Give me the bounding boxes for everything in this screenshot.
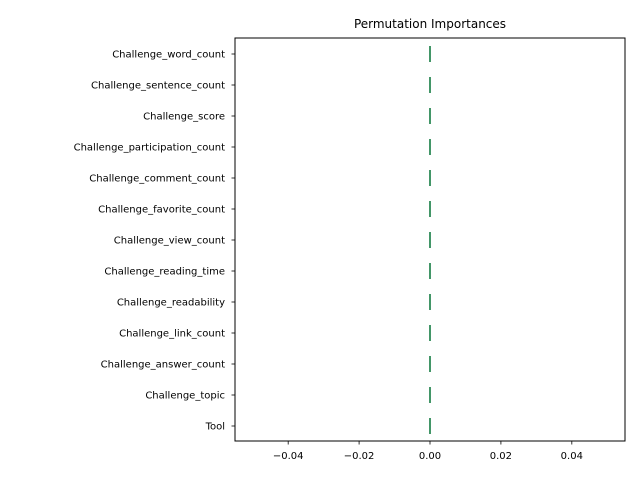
y-axis: Challenge_word_count Challenge_sentence_c… [74,50,235,433]
y-tick-label: Challenge_score [143,112,225,123]
x-tick-label: −0.02 [344,451,375,462]
y-tick-label: Tool [205,422,225,433]
y-tick-label: Challenge_reading_time [104,267,225,278]
x-tick-label: 0.00 [419,451,441,462]
y-tick-label: Challenge_sentence_count [91,81,225,92]
y-tick-label: Challenge_link_count [119,329,225,340]
x-tick-label: −0.04 [273,451,304,462]
y-tick-label: Challenge_topic [145,391,225,402]
x-axis: −0.04 −0.02 0.00 0.02 0.04 [273,441,583,462]
x-tick-label: 0.02 [490,451,512,462]
y-tick-label: Challenge_readability [117,298,225,309]
y-tick-label: Challenge_word_count [112,50,225,61]
y-tick-label: Challenge_participation_count [74,143,225,154]
x-tick-label: 0.04 [561,451,583,462]
y-tick-label: Challenge_answer_count [101,360,225,371]
y-tick-label: Challenge_view_count [114,236,225,247]
y-tick-label: Challenge_favorite_count [98,205,225,216]
chart-title: Permutation Importances [354,17,506,31]
y-tick-label: Challenge_comment_count [89,174,225,185]
